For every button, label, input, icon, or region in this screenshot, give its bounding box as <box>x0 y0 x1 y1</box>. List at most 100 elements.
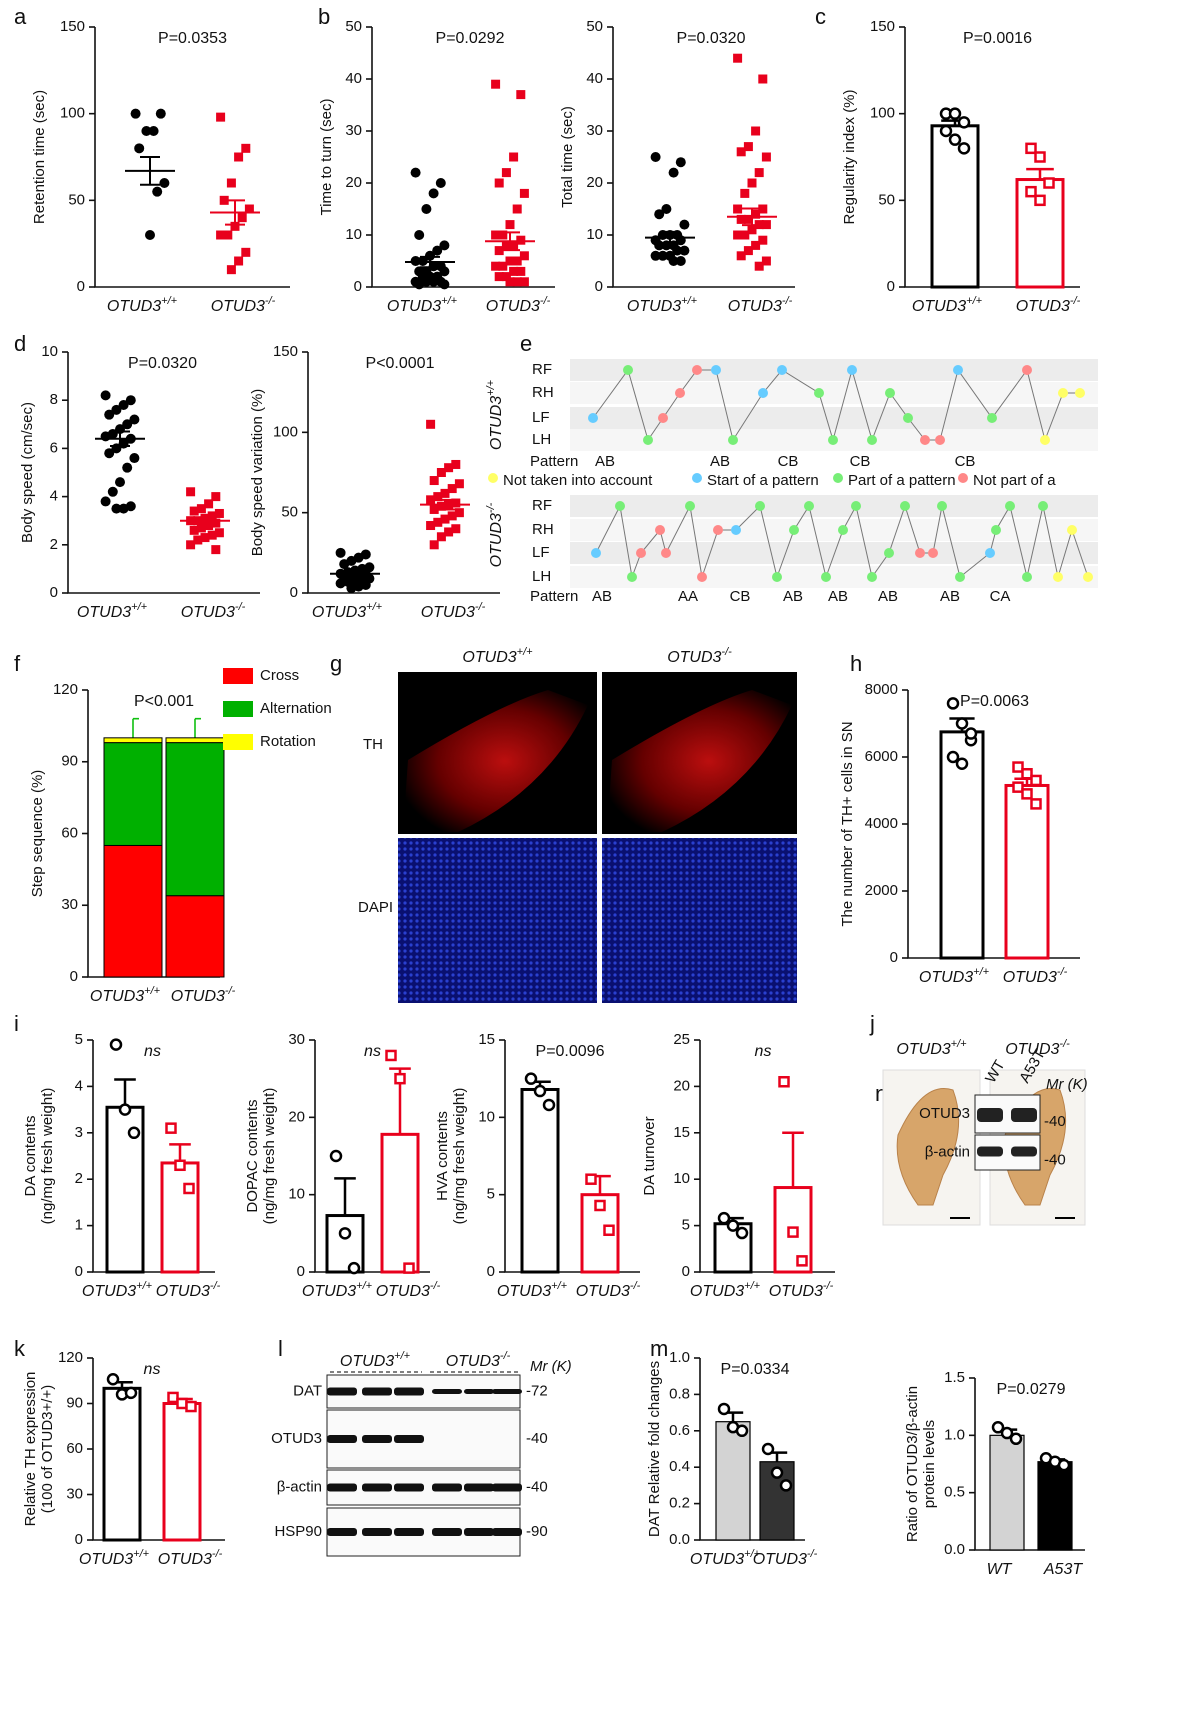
legend-label: Not part of a <box>973 472 1056 489</box>
y-tick-label: 10 <box>673 1170 690 1187</box>
gait-step <box>814 388 824 398</box>
y-tick-label: 50 <box>281 504 298 521</box>
data-point <box>211 492 221 502</box>
genotype-label: OTUD3-/- <box>1005 1038 1070 1058</box>
pattern-label: CB <box>850 453 871 470</box>
error-bar <box>110 430 130 447</box>
blot-band <box>977 1146 1003 1157</box>
y-axis-label: Ratio of OTUD3/β-actin <box>904 1386 921 1542</box>
row-label: LF <box>532 544 550 561</box>
bar <box>715 1421 751 1541</box>
data-point <box>1025 142 1037 155</box>
annotation: P=0.0353 <box>158 30 227 47</box>
data-point <box>761 152 771 162</box>
data-point <box>107 486 118 497</box>
y-tick-label: 120 <box>53 681 78 698</box>
y-tick-label: 10 <box>345 226 362 243</box>
data-point <box>946 697 960 710</box>
data-point <box>491 230 501 240</box>
y-axis-label: Step sequence (%) <box>29 770 46 898</box>
y-axis-label: DAT Relative fold changes <box>646 1361 663 1537</box>
data-point <box>955 757 969 770</box>
data-point <box>244 204 254 214</box>
data-point <box>451 524 461 534</box>
data-point <box>779 1479 793 1492</box>
pattern-label: CA <box>990 588 1011 605</box>
data-point <box>403 1262 415 1274</box>
data-point <box>111 404 122 415</box>
y-tick-label: 30 <box>66 1485 83 1502</box>
y-tick-label: 50 <box>878 191 895 208</box>
panel-letter: b <box>318 4 330 29</box>
gait-step <box>838 525 848 535</box>
y-tick-label: 10 <box>586 226 603 243</box>
data-point <box>129 453 140 464</box>
y-axis-label: (ng/mg fresh weight) <box>39 1088 56 1225</box>
data-point <box>454 508 464 518</box>
data-point <box>751 240 761 250</box>
data-point <box>736 147 746 157</box>
mw-marker: -40 <box>526 1430 548 1447</box>
blot-band <box>432 1389 462 1394</box>
legend-label: Cross <box>260 667 299 684</box>
y-axis-label: DA turnover <box>641 1116 658 1195</box>
gait-step <box>821 572 831 582</box>
data-point <box>196 504 206 514</box>
data-point <box>650 250 661 261</box>
x-tick-label: OTUD3+/+ <box>497 1280 568 1300</box>
data-point <box>196 523 206 533</box>
y-tick-label: 15 <box>673 1124 690 1141</box>
stain-label: TH <box>363 736 383 753</box>
gait-step <box>692 365 702 375</box>
data-point <box>433 492 443 502</box>
y-tick-label: 30 <box>345 122 362 139</box>
blot-band <box>327 1528 357 1536</box>
data-point <box>1012 781 1024 793</box>
data-point <box>329 1149 343 1163</box>
data-point <box>186 487 196 497</box>
data-point <box>417 256 428 266</box>
x-tick-label: OTUD3-/- <box>753 1548 818 1568</box>
lane <box>570 519 1098 541</box>
x-tick-label: OTUD3+/+ <box>107 295 178 315</box>
data-point <box>174 1159 186 1172</box>
row-label: RH <box>532 384 554 401</box>
data-point <box>955 717 969 730</box>
data-point <box>204 499 214 509</box>
data-point <box>219 195 229 205</box>
gait-step <box>711 365 721 375</box>
y-tick-label: 10 <box>288 1186 305 1203</box>
y-tick-label: 1.5 <box>944 1369 965 1386</box>
gait-step <box>661 548 671 558</box>
y-axis-label: Retention time (sec) <box>31 90 48 224</box>
annotation: P=0.0096 <box>536 1043 605 1060</box>
data-point <box>957 142 971 155</box>
data-point <box>204 521 214 531</box>
data-point <box>148 126 159 136</box>
y-tick-label: 50 <box>586 18 603 35</box>
th-signal <box>403 690 588 832</box>
data-point <box>451 498 461 508</box>
y-axis-label: (ng/mg fresh weight) <box>451 1088 468 1225</box>
data-point <box>740 188 750 198</box>
data-point <box>165 1122 177 1134</box>
bar <box>1004 783 1050 960</box>
x-tick-label: OTUD3-/- <box>769 1280 834 1300</box>
data-point <box>654 209 665 220</box>
data-point <box>505 220 515 230</box>
data-point <box>125 395 136 406</box>
data-point <box>216 112 226 122</box>
gait-step <box>731 525 741 535</box>
y-axis-label: DA contents <box>22 1116 39 1197</box>
data-point <box>736 251 746 261</box>
x-tick-label: OTUD3+/+ <box>312 601 383 621</box>
data-point <box>234 256 244 266</box>
data-point <box>335 547 346 558</box>
blot-band <box>394 1387 424 1396</box>
dapi-image <box>398 838 597 1003</box>
data-point <box>726 1219 740 1232</box>
gait-step <box>1083 572 1093 582</box>
data-point <box>519 277 529 287</box>
data-point <box>211 545 221 555</box>
gait-step <box>591 548 601 558</box>
